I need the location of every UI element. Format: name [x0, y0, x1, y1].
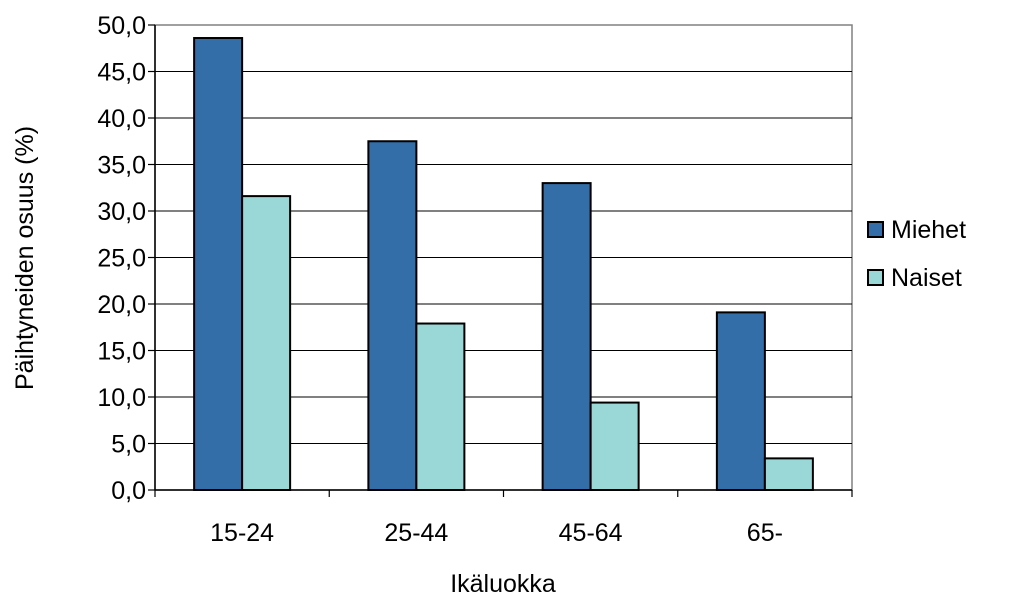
axes-layer: 0,0 5,0 10,0 15,0 20,0 25,0 30,0 35,0 40,0 45,0 50… [97, 12, 853, 547]
bars-layer [193, 37, 814, 492]
legend: Miehet Naiset [867, 216, 966, 292]
y-tick-label: 40,0 [97, 105, 146, 133]
bar-miehet-25-44 [367, 140, 418, 491]
y-tick-label: 15,0 [97, 338, 146, 366]
legend-label-naiset: Naiset [891, 264, 962, 292]
y-axis-title: Päihtyneiden osuus (%) [11, 126, 39, 390]
y-tick-label: 30,0 [97, 198, 146, 226]
bar-miehet-45-64 [541, 182, 592, 491]
x-tick-label: 45-64 [559, 519, 623, 547]
bar-naiset-25-44 [415, 322, 466, 491]
bar-naiset-45-64 [589, 401, 640, 491]
x-tick-label: 25-44 [384, 519, 448, 547]
y-tick-label: 45,0 [97, 59, 146, 87]
y-tick-label: 5,0 [111, 431, 146, 459]
x-axis-title: Ikäluokka [450, 570, 556, 598]
y-tick-label: 20,0 [97, 291, 146, 319]
y-tick-label: 35,0 [97, 152, 146, 180]
legend-label-miehet: Miehet [891, 216, 966, 244]
y-tick-label: 25,0 [97, 245, 146, 273]
bar-miehet-15-24 [193, 37, 244, 492]
x-tick-label: 15-24 [210, 519, 274, 547]
bar-naiset-65- [763, 457, 814, 492]
bar-miehet-65- [715, 311, 766, 491]
y-tick-label: 0,0 [111, 477, 146, 505]
y-tick-label: 50,0 [97, 12, 146, 40]
bar-naiset-15-24 [241, 195, 292, 491]
y-tick-label: 10,0 [97, 384, 146, 412]
legend-swatch-naiset [867, 269, 884, 286]
x-tick-label: 65- [747, 519, 783, 547]
legend-swatch-miehet [867, 221, 884, 238]
